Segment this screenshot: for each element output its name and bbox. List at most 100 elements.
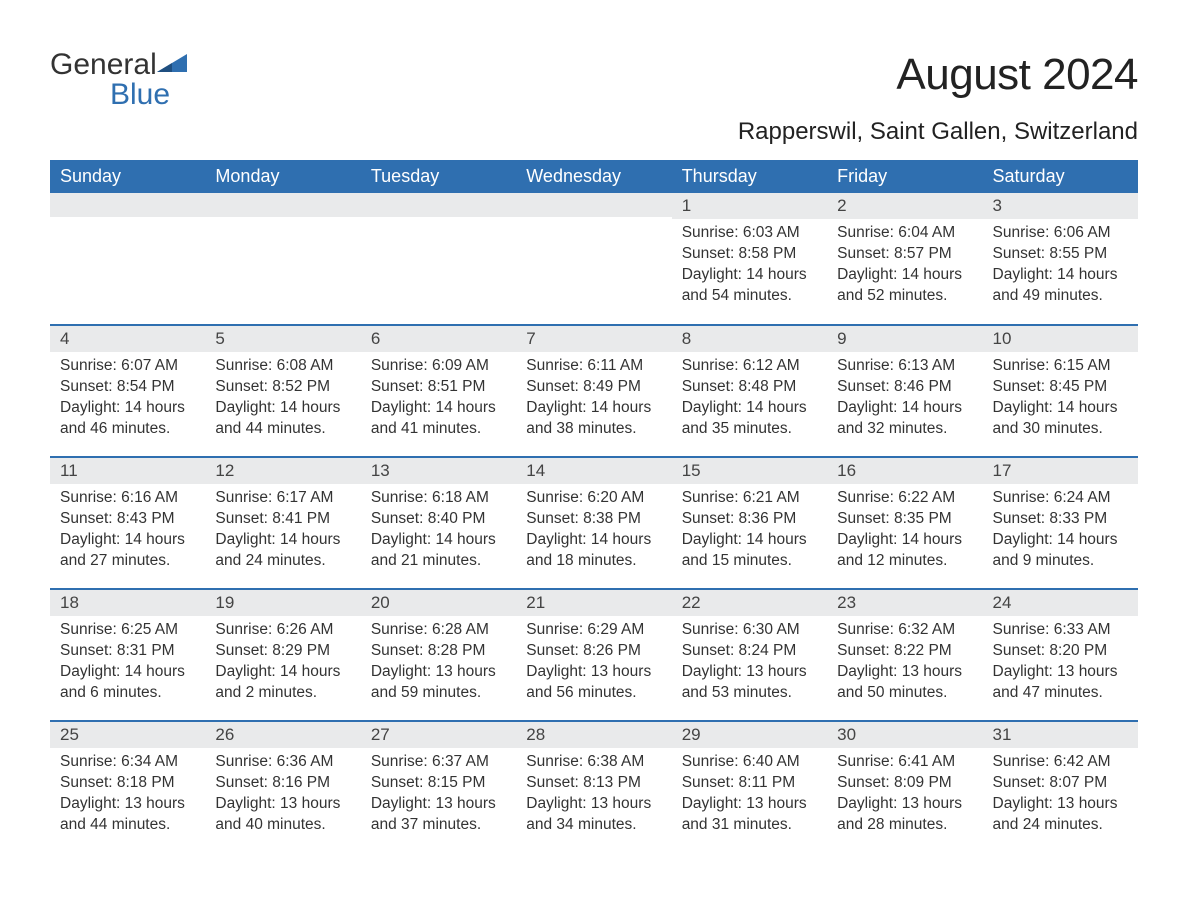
sunrise-text: Sunrise: 6:07 AM (60, 356, 195, 377)
logo: General Blue (50, 50, 187, 110)
daylight-text: Daylight: 13 hours and 40 minutes. (215, 794, 350, 836)
calendar-cell (516, 193, 671, 325)
daylight-text: Daylight: 14 hours and 18 minutes. (526, 530, 661, 572)
day-number: 30 (827, 722, 982, 748)
sunset-text: Sunset: 8:16 PM (215, 773, 350, 794)
daylight-text: Daylight: 14 hours and 32 minutes. (837, 398, 972, 440)
sunrise-text: Sunrise: 6:41 AM (837, 752, 972, 773)
day-details: Sunrise: 6:25 AMSunset: 8:31 PMDaylight:… (50, 616, 205, 712)
daylight-text: Daylight: 14 hours and 30 minutes. (993, 398, 1128, 440)
sunset-text: Sunset: 8:54 PM (60, 377, 195, 398)
day-details: Sunrise: 6:30 AMSunset: 8:24 PMDaylight:… (672, 616, 827, 712)
day-details: Sunrise: 6:24 AMSunset: 8:33 PMDaylight:… (983, 484, 1138, 580)
calendar-cell: 8Sunrise: 6:12 AMSunset: 8:48 PMDaylight… (672, 325, 827, 457)
day-number: 22 (672, 590, 827, 616)
calendar-cell: 30 Sunrise: 6:41 AMSunset: 8:09 PMDayligh… (827, 721, 982, 853)
sunrise-text: Sunrise: 6:13 AM (837, 356, 972, 377)
daylight-text: Daylight: 13 hours and 28 minutes. (837, 794, 972, 836)
day-details: Sunrise: 6:37 AMSunset: 8:15 PMDaylight:… (361, 748, 516, 844)
daylight-text: Daylight: 13 hours and 56 minutes. (526, 662, 661, 704)
day-number: 31 (983, 722, 1138, 748)
day-number: 25 (50, 722, 205, 748)
sunset-text: Sunset: 8:13 PM (526, 773, 661, 794)
day-number: 11 (50, 458, 205, 484)
calendar-cell: 11Sunrise: 6:16 AMSunset: 8:43 PMDayligh… (50, 457, 205, 589)
day-details: Sunrise: 6:36 AMSunset: 8:16 PMDaylight:… (205, 748, 360, 844)
day-number: 21 (516, 590, 671, 616)
calendar-cell: 6 Sunrise: 6:09 AMSunset: 8:51 PMDaylight… (361, 325, 516, 457)
sunset-text: Sunset: 8:55 PM (993, 244, 1128, 265)
daylight-text: Daylight: 13 hours and 34 minutes. (526, 794, 661, 836)
day-details: Sunrise: 6:42 AMSunset: 8:07 PMDaylight:… (983, 748, 1138, 844)
day-number (361, 193, 516, 217)
daylight-text: Daylight: 14 hours and 2 minutes. (215, 662, 350, 704)
day-number: 3 (983, 193, 1138, 219)
sunset-text: Sunset: 8:18 PM (60, 773, 195, 794)
sunset-text: Sunset: 8:28 PM (371, 641, 506, 662)
sunset-text: Sunset: 8:51 PM (371, 377, 506, 398)
calendar-cell: 1Sunrise: 6:03 AMSunset: 8:58 PMDaylight… (672, 193, 827, 325)
sunrise-text: Sunrise: 6:36 AM (215, 752, 350, 773)
month-title: August 2024 (896, 50, 1138, 100)
calendar-cell: 24Sunrise: 6:33 AMSunset: 8:20 PMDayligh… (983, 589, 1138, 721)
sunrise-text: Sunrise: 6:11 AM (526, 356, 661, 377)
calendar-week: 11Sunrise: 6:16 AMSunset: 8:43 PMDayligh… (50, 457, 1138, 589)
daylight-text: Daylight: 14 hours and 35 minutes. (682, 398, 817, 440)
sunset-text: Sunset: 8:09 PM (837, 773, 972, 794)
daylight-text: Daylight: 14 hours and 46 minutes. (60, 398, 195, 440)
day-number: 6 (361, 326, 516, 352)
sunset-text: Sunset: 8:48 PM (682, 377, 817, 398)
sunrise-text: Sunrise: 6:17 AM (215, 488, 350, 509)
sunrise-text: Sunrise: 6:08 AM (215, 356, 350, 377)
day-details: Sunrise: 6:40 AMSunset: 8:11 PMDaylight:… (672, 748, 827, 844)
daylight-text: Daylight: 14 hours and 41 minutes. (371, 398, 506, 440)
sunrise-text: Sunrise: 6:28 AM (371, 620, 506, 641)
calendar-cell (205, 193, 360, 325)
calendar-cell: 31Sunrise: 6:42 AMSunset: 8:07 PMDayligh… (983, 721, 1138, 853)
sunset-text: Sunset: 8:24 PM (682, 641, 817, 662)
day-number (205, 193, 360, 217)
sunrise-text: Sunrise: 6:25 AM (60, 620, 195, 641)
calendar-week: 4Sunrise: 6:07 AMSunset: 8:54 PMDaylight… (50, 325, 1138, 457)
sunrise-text: Sunrise: 6:38 AM (526, 752, 661, 773)
day-number: 26 (205, 722, 360, 748)
calendar-cell: 10Sunrise: 6:15 AMSunset: 8:45 PMDayligh… (983, 325, 1138, 457)
day-header: Monday (205, 160, 360, 193)
day-number (516, 193, 671, 217)
sunset-text: Sunset: 8:57 PM (837, 244, 972, 265)
day-details: Sunrise: 6:04 AMSunset: 8:57 PMDaylight:… (827, 219, 982, 315)
sunset-text: Sunset: 8:49 PM (526, 377, 661, 398)
calendar-cell: 16Sunrise: 6:22 AMSunset: 8:35 PMDayligh… (827, 457, 982, 589)
sunrise-text: Sunrise: 6:18 AM (371, 488, 506, 509)
calendar-cell (50, 193, 205, 325)
day-number: 19 (205, 590, 360, 616)
day-number: 28 (516, 722, 671, 748)
day-number: 12 (205, 458, 360, 484)
calendar-cell: 28 Sunrise: 6:38 AMSunset: 8:13 PMDayligh… (516, 721, 671, 853)
sunset-text: Sunset: 8:46 PM (837, 377, 972, 398)
calendar-table: SundayMondayTuesdayWednesdayThursdayFrid… (50, 160, 1138, 853)
day-details: Sunrise: 6:06 AMSunset: 8:55 PMDaylight:… (983, 219, 1138, 315)
daylight-text: Daylight: 14 hours and 15 minutes. (682, 530, 817, 572)
calendar-cell: 27Sunrise: 6:37 AMSunset: 8:15 PMDayligh… (361, 721, 516, 853)
sunrise-text: Sunrise: 6:24 AM (993, 488, 1128, 509)
sunrise-text: Sunrise: 6:26 AM (215, 620, 350, 641)
day-number: 18 (50, 590, 205, 616)
sunrise-text: Sunrise: 6:34 AM (60, 752, 195, 773)
daylight-text: Daylight: 13 hours and 59 minutes. (371, 662, 506, 704)
sunrise-text: Sunrise: 6:09 AM (371, 356, 506, 377)
calendar-cell: 12Sunrise: 6:17 AMSunset: 8:41 PMDayligh… (205, 457, 360, 589)
daylight-text: Daylight: 14 hours and 21 minutes. (371, 530, 506, 572)
calendar-cell: 5Sunrise: 6:08 AMSunset: 8:52 PMDaylight… (205, 325, 360, 457)
sunrise-text: Sunrise: 6:12 AM (682, 356, 817, 377)
day-details: Sunrise: 6:07 AMSunset: 8:54 PMDaylight:… (50, 352, 205, 448)
logo-word-1: General (50, 48, 157, 81)
calendar-cell: 17Sunrise: 6:24 AMSunset: 8:33 PMDayligh… (983, 457, 1138, 589)
calendar-cell: 15Sunrise: 6:21 AMSunset: 8:36 PMDayligh… (672, 457, 827, 589)
sunrise-text: Sunrise: 6:20 AM (526, 488, 661, 509)
sunrise-text: Sunrise: 6:06 AM (993, 223, 1128, 244)
calendar-head: SundayMondayTuesdayWednesdayThursdayFrid… (50, 160, 1138, 193)
day-number (50, 193, 205, 217)
calendar-cell (361, 193, 516, 325)
calendar-cell: 7Sunrise: 6:11 AMSunset: 8:49 PMDaylight… (516, 325, 671, 457)
